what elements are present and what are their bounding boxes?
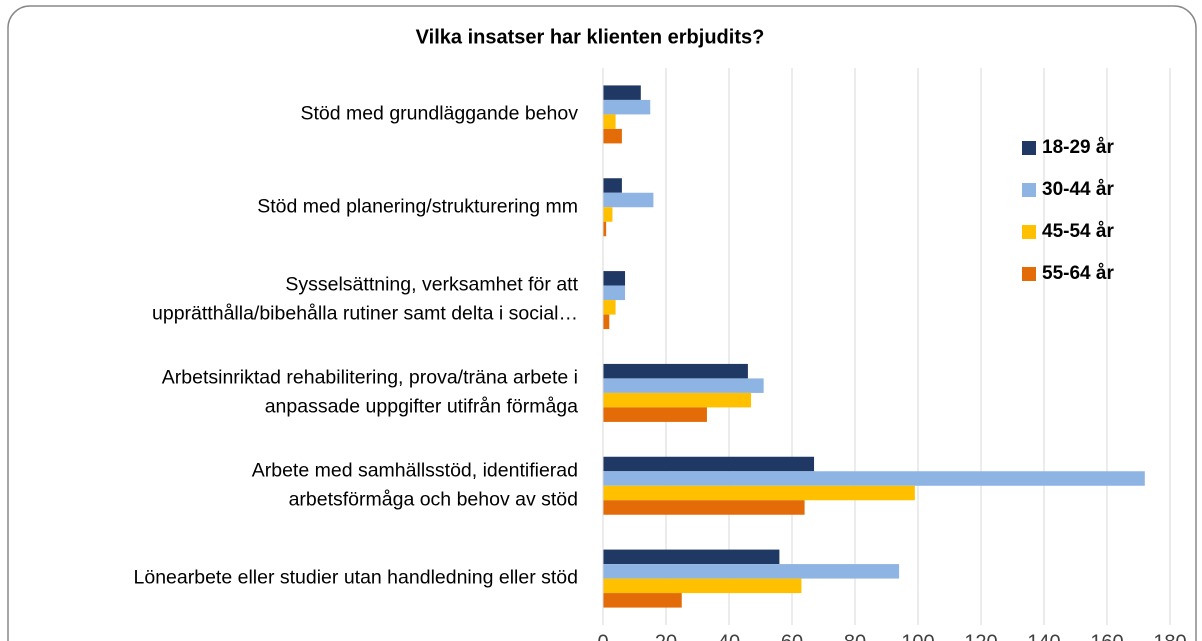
- y-tick-label: Arbete med samhällsstöd, identifierad arb…: [252, 459, 578, 510]
- bar: [603, 549, 780, 565]
- bar: [603, 593, 682, 608]
- bar: [603, 471, 1145, 486]
- bar: [603, 85, 641, 100]
- bar: [603, 271, 626, 286]
- y-tick-label: Stöd med grundläggande behov: [300, 103, 578, 125]
- x-tick-label: 140: [1027, 631, 1060, 641]
- legend-label: 30-44 år: [1042, 179, 1114, 200]
- x-tick-label: 80: [844, 631, 866, 641]
- legend-label: 45-54 år: [1042, 221, 1114, 242]
- bar: [603, 378, 764, 393]
- bar: [603, 114, 616, 129]
- label-line: Stöd med grundläggande behov: [300, 103, 578, 125]
- chart-title: Vilka insatser har klienten erbjudits?: [416, 26, 765, 48]
- bar: [603, 128, 622, 144]
- label-line: Sysselsättning, verksamhet för att: [285, 274, 578, 296]
- x-tick-label: 100: [901, 631, 934, 641]
- bar: [603, 99, 651, 115]
- bar: [603, 363, 748, 379]
- label-line: Stöd med planering/strukturering mm: [257, 195, 578, 217]
- x-tick-label: 60: [781, 631, 803, 641]
- y-tick-label: Lönearbete eller studier utan handlednin…: [134, 567, 578, 589]
- bar: [603, 314, 610, 330]
- bar: [603, 407, 707, 422]
- legend-swatch: [1022, 141, 1036, 155]
- label-line: upprätthålla/bibehålla rutiner samt delt…: [152, 303, 578, 325]
- bar: [603, 285, 626, 301]
- bar: [603, 392, 752, 408]
- legend-label: 55-64 år: [1042, 263, 1114, 284]
- bar: [603, 485, 915, 501]
- bar: [603, 500, 805, 515]
- y-tick-label: Sysselsättning, verksamhet för att upprät…: [152, 274, 579, 325]
- label-line: anpassade uppgifter utifrån förmåga: [265, 396, 578, 418]
- bar: [603, 578, 802, 594]
- label-line: Arbetsinriktad rehabilitering, prova/trä…: [162, 367, 578, 389]
- bar: [603, 192, 654, 208]
- legend-swatch: [1022, 267, 1036, 281]
- x-tick-label: 40: [718, 631, 740, 641]
- legend-label: 18-29 år: [1042, 137, 1114, 158]
- x-tick-label: 120: [964, 631, 997, 641]
- y-tick-label: Arbetsinriktad rehabilitering, prova/trä…: [162, 367, 578, 418]
- bar: [603, 178, 622, 193]
- label-line: Arbete med samhällsstöd, identifierad: [252, 459, 578, 481]
- bar: [603, 221, 607, 237]
- x-tick-label: 180: [1153, 631, 1186, 641]
- bar: [603, 564, 900, 579]
- label-line: Lönearbete eller studier utan handlednin…: [134, 567, 578, 589]
- y-tick-label: Stöd med planering/strukturering mm: [257, 195, 578, 217]
- label-line: arbetsförmåga och behov av stöd: [289, 488, 578, 510]
- x-tick-label: 160: [1090, 631, 1123, 641]
- bar: [603, 456, 815, 472]
- legend-swatch: [1022, 225, 1036, 239]
- legend-swatch: [1022, 183, 1036, 197]
- bar: [603, 300, 616, 315]
- bar: [603, 207, 613, 222]
- x-tick-label: 0: [597, 631, 608, 641]
- x-tick-label: 20: [655, 631, 677, 641]
